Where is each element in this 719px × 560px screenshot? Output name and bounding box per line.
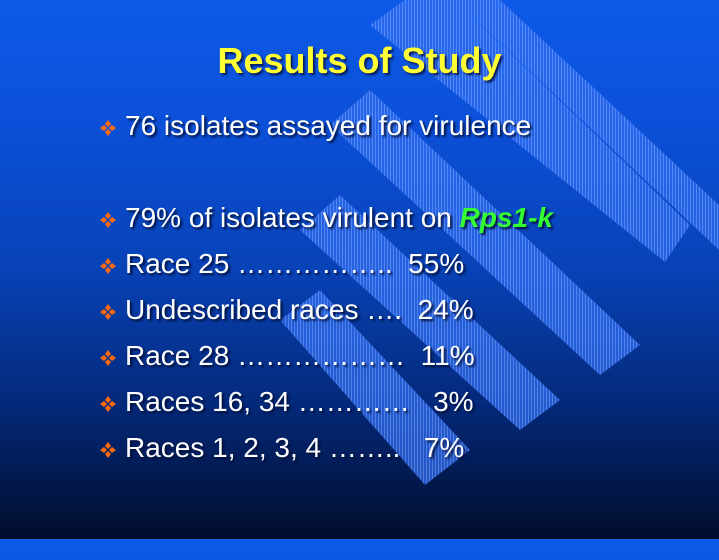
bullet-item: Undescribed races …. 24% [98,294,474,328]
slide-title: Results of Study [217,40,502,81]
rps1k-highlight: Rps1-k [459,202,554,233]
diamond-bullet-icon [100,120,116,136]
diamond-bullet-icon [100,304,116,320]
diamond-bullet-icon [100,258,116,274]
bullet-text: Undescribed races …. 24% [125,294,474,325]
bullet-item: 79% of isolates virulent on Rps1-k [98,202,553,236]
bullet-item: Races 16, 34 ………… 3% [98,386,474,420]
bullet-item: Races 1, 2, 3, 4 …….. 7% [98,432,464,466]
bullet-text: Race 25 …………….. 55% [125,248,465,279]
diamond-bullet-icon [100,396,116,412]
bullet-list: 76 isolates assayed for virulence 79% of… [98,110,553,466]
bullet-text: 76 isolates assayed for virulence [125,110,532,141]
bullet-item: Race 25 …………….. 55% [98,248,464,282]
bullet-text: 79% of isolates virulent on [125,202,460,233]
diamond-bullet-icon [100,350,116,366]
bullet-text: Races 1, 2, 3, 4 …….. 7% [125,432,465,463]
diagonal-stripe-decoration [280,0,719,485]
diamond-bullet-icon [100,212,116,228]
bullet-item: Race 28 ……………… 11% [98,340,475,374]
bullet-text: Races 16, 34 ………… 3% [125,386,474,417]
bullet-item: 76 isolates assayed for virulence [98,110,531,144]
diamond-bullet-icon [100,442,116,458]
bullet-text: Race 28 ……………… 11% [125,340,475,371]
